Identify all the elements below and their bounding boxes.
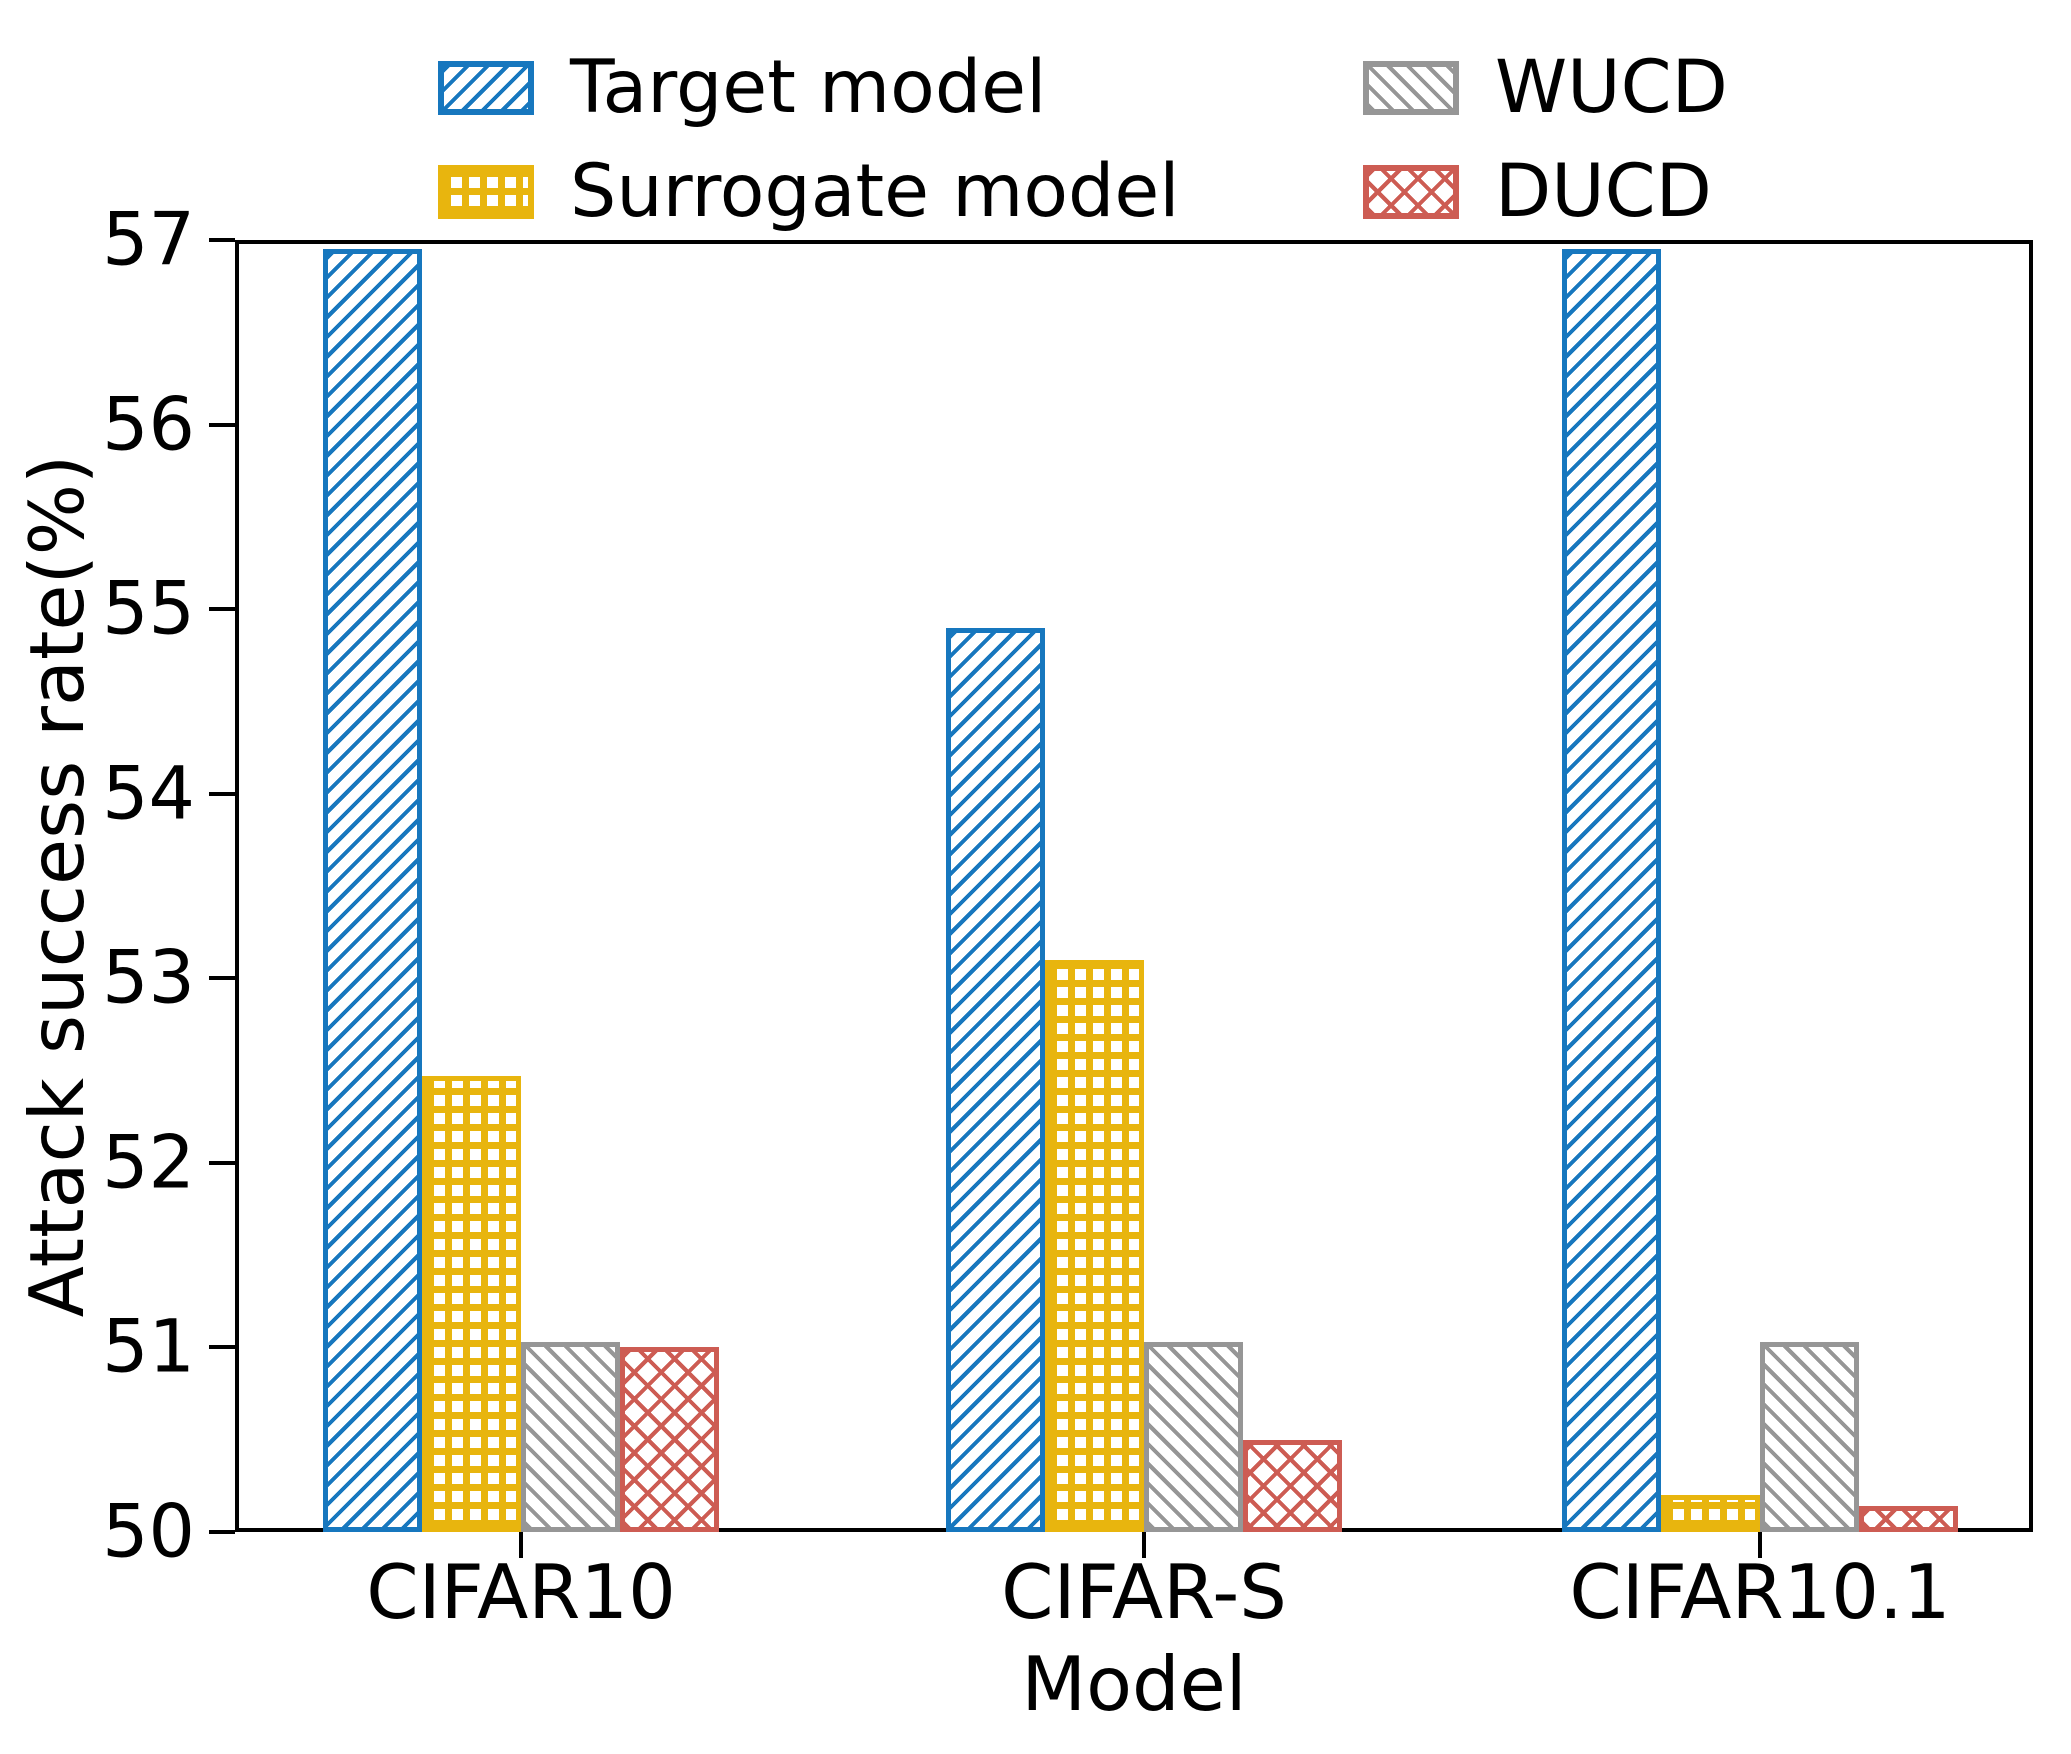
bar-wucd-cifar-s [1144, 1341, 1243, 1532]
legend-item-target-model: Target model [438, 45, 1047, 130]
legend-label-target-model: Target model [570, 45, 1047, 130]
y-axis-tick [209, 791, 235, 796]
y-tick-label-50: 50 [102, 1489, 195, 1575]
y-axis-tick [209, 238, 235, 242]
legend-item-surrogate-model: Surrogate model [438, 149, 1180, 234]
y-axis-tick [209, 1345, 235, 1350]
x-tick-label-cifar10.1: CIFAR10.1 [1569, 1548, 1951, 1636]
bar-surrogate-model-cifar-s [1045, 959, 1144, 1532]
legend-label-surrogate-model: Surrogate model [570, 149, 1180, 234]
y-tick-label-54: 54 [102, 751, 195, 837]
legend-label-wucd: WUCD [1495, 45, 1728, 130]
bar-wucd-cifar10.1 [1760, 1341, 1859, 1532]
bar-target-model-cifar10 [323, 249, 422, 1532]
y-tick-label-57: 57 [102, 197, 195, 283]
bar-surrogate-model-cifar10 [422, 1076, 521, 1532]
legend-swatch-ducd-icon [1363, 165, 1459, 219]
bar-ducd-cifar10.1 [1859, 1506, 1958, 1532]
bar-ducd-cifar-s [1243, 1439, 1342, 1532]
legend-item-ducd: DUCD [1363, 149, 1712, 234]
y-axis-tick [209, 976, 235, 981]
x-axis-tick [1142, 1532, 1146, 1558]
y-tick-label-53: 53 [102, 935, 195, 1021]
legend-swatch-target-model-icon [438, 61, 534, 115]
legend-item-wucd: WUCD [1363, 45, 1728, 130]
legend-swatch-surrogate-model-icon [438, 165, 534, 219]
bar-ducd-cifar10 [620, 1347, 719, 1532]
y-axis-tick [209, 422, 235, 427]
bar-target-model-cifar10.1 [1562, 249, 1661, 1532]
bar-wucd-cifar10 [521, 1341, 620, 1532]
y-axis-tick [209, 1530, 235, 1534]
y-tick-label-55: 55 [102, 566, 195, 652]
x-axis-tick [519, 1532, 523, 1558]
y-tick-label-52: 52 [102, 1120, 195, 1206]
x-axis-label: Model [1021, 1640, 1247, 1728]
x-axis-tick [1758, 1532, 1762, 1558]
x-tick-label-cifar10: CIFAR10 [366, 1548, 676, 1636]
bar-target-model-cifar-s [946, 627, 1045, 1532]
x-tick-label-cifar-s: CIFAR-S [1001, 1548, 1287, 1636]
y-axis-tick [209, 1160, 235, 1165]
y-tick-label-56: 56 [102, 382, 195, 468]
legend-swatch-wucd-icon [1363, 61, 1459, 115]
legend-label-ducd: DUCD [1495, 149, 1712, 234]
y-tick-label-51: 51 [102, 1304, 195, 1390]
bar-surrogate-model-cifar10.1 [1661, 1495, 1760, 1532]
y-axis-tick [209, 607, 235, 612]
